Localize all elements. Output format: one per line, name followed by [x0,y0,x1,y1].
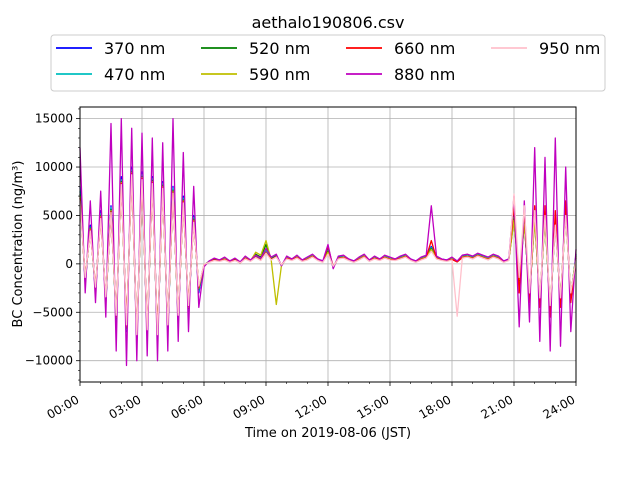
x-tick-label: 21:00 [479,392,516,421]
y-tick-label: −5000 [32,305,73,319]
y-tick-label: 10000 [35,160,73,174]
x-axis-label: Time on 2019-08-06 (JST) [244,426,411,441]
legend-label: 590 nm [249,65,310,84]
legend-label: 950 nm [539,39,600,58]
legend-label: 660 nm [394,39,455,58]
plot-series [79,117,577,367]
y-tick-label: 15000 [35,112,73,126]
y-tick-label: 0 [65,257,73,271]
x-axis-ticks: 00:00 03:00 06:00 09:00 12:00 15:00 18:00 21:00… [45,382,578,422]
y-axis-ticks: 15000 10000 5000 0 −5000 −10000 [25,108,80,381]
x-tick-label: 06:00 [169,392,206,421]
y-tick-label: 5000 [42,208,73,222]
legend-frame [50,34,606,92]
legend-label: 370 nm [104,39,165,58]
y-tick-label: −10000 [25,354,73,368]
x-tick-label: 00:00 [45,392,82,421]
x-tick-label: 15:00 [355,392,392,421]
x-tick-label: 03:00 [107,392,144,421]
x-tick-label: 24:00 [541,392,578,421]
legend: 370 nm 470 nm 520 nm 590 nm 660 nm 880 nm 950 … [50,34,606,92]
series-line-950-nm [79,174,577,336]
x-tick-label: 12:00 [293,392,330,421]
y-axis-label: BC Concentration (ng/m³) [11,161,26,328]
series-line-880-nm [79,117,577,367]
x-tick-label: 09:00 [231,392,268,421]
chart-title: aethalo190806.csv [252,13,405,32]
legend-label: 520 nm [249,39,310,58]
x-tick-label: 18:00 [417,392,454,421]
legend-label: 880 nm [394,65,455,84]
legend-label: 470 nm [104,65,165,84]
